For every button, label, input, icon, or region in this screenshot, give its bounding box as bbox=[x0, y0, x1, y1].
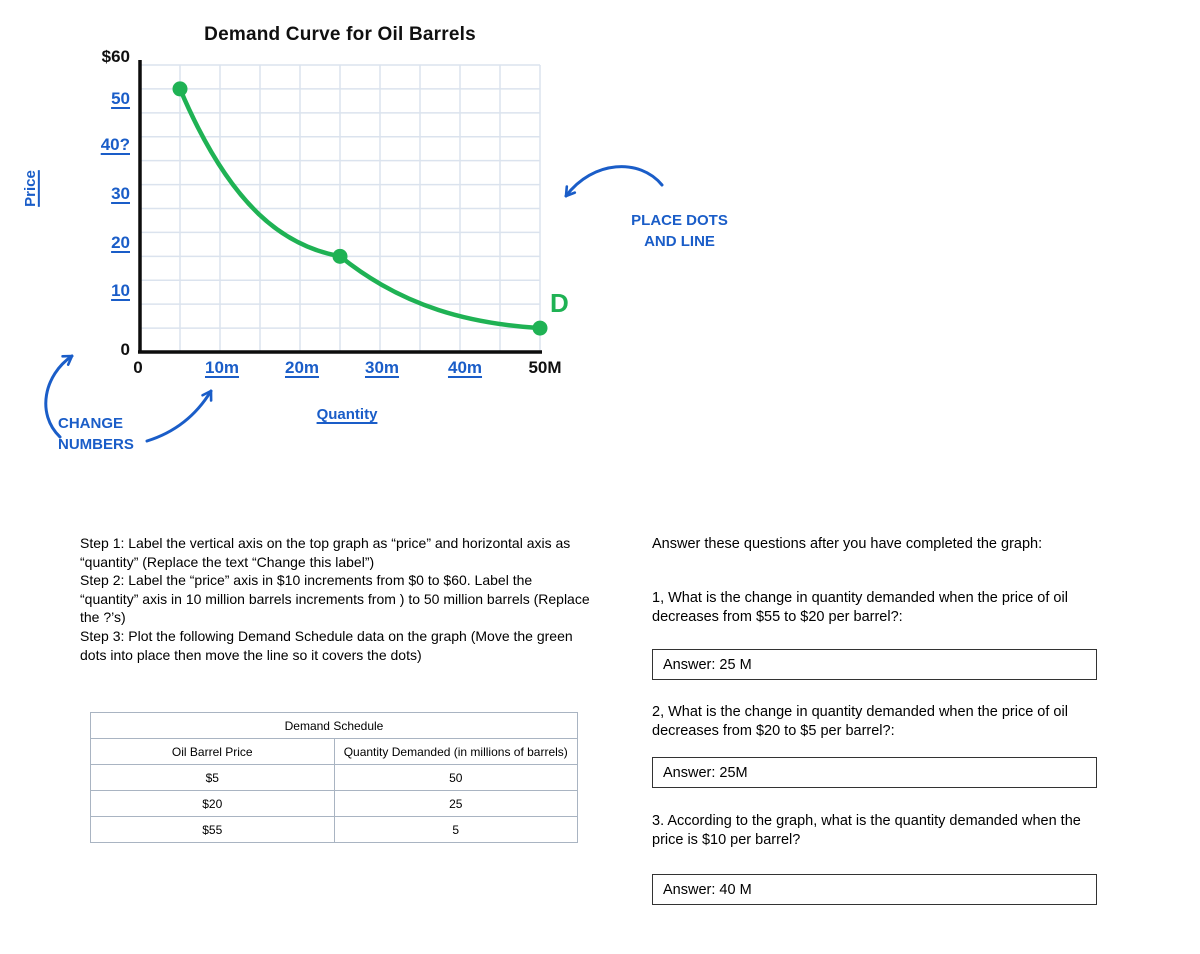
x-axis-title[interactable]: Quantity bbox=[316, 406, 378, 423]
answer-2-text: Answer: 25M bbox=[663, 764, 748, 781]
demand-schedule-table: Demand Schedule Oil Barrel Price Quantit… bbox=[90, 712, 578, 843]
y-tick-label-50[interactable]: 50 bbox=[111, 89, 130, 108]
annotation-change-numbers: CHANGE NUMBERS bbox=[58, 413, 134, 455]
arrow-to-y-axis bbox=[44, 354, 74, 439]
quantity-cell: 50 bbox=[333, 764, 578, 791]
table-row: $55 5 bbox=[90, 816, 578, 843]
annotation-place-dots-line2: AND LINE bbox=[644, 233, 715, 250]
table-row: $5 50 bbox=[90, 764, 578, 791]
price-cell: $5 bbox=[90, 764, 335, 791]
y-tick-label-20[interactable]: 20 bbox=[111, 233, 130, 252]
demand-curve-dot[interactable] bbox=[172, 81, 188, 97]
table-title-row: Demand Schedule bbox=[90, 712, 578, 739]
question-2: 2, What is the change in quantity demand… bbox=[652, 704, 1068, 740]
answer-box-2[interactable]: Answer: 25M bbox=[652, 757, 1097, 788]
price-cell: $20 bbox=[90, 790, 335, 817]
x-tick-label-0[interactable]: 0 bbox=[133, 358, 143, 377]
demand-curve-dot[interactable] bbox=[332, 248, 348, 264]
annotation-place-dots: PLACE DOTS AND LINE bbox=[612, 210, 747, 252]
table-row: $20 25 bbox=[90, 790, 578, 817]
instruction-step-2: Step 2: Label the “price” axis in $10 in… bbox=[80, 572, 590, 626]
annotation-change-numbers-line1: CHANGE bbox=[58, 415, 124, 432]
x-tick-label-20m[interactable]: 20m bbox=[284, 358, 320, 377]
instructions-block: Step 1: Label the vertical axis on the t… bbox=[80, 534, 594, 664]
chart-gridlines bbox=[140, 64, 541, 352]
y-tick-label-60[interactable]: $60 bbox=[101, 47, 130, 66]
question-1: 1, What is the change in quantity demand… bbox=[652, 590, 1068, 626]
answer-box-1[interactable]: Answer: 25 M bbox=[652, 649, 1097, 680]
table-header-row: Oil Barrel Price Quantity Demanded (in m… bbox=[90, 738, 578, 765]
x-tick-label-40m[interactable]: 40m bbox=[447, 358, 483, 377]
instruction-step-3: Step 3: Plot the following Demand Schedu… bbox=[80, 628, 573, 663]
x-tick-label-50M[interactable]: 50M bbox=[528, 358, 562, 377]
table-col-header-price: Oil Barrel Price bbox=[90, 738, 335, 765]
price-cell: $55 bbox=[90, 816, 335, 843]
annotation-place-dots-line1: PLACE DOTS bbox=[631, 212, 728, 229]
quantity-cell: 25 bbox=[333, 790, 578, 817]
demand-curve-dots[interactable] bbox=[172, 81, 548, 336]
table-col-header-quantity: Quantity Demanded (in millions of barrel… bbox=[333, 738, 578, 765]
y-tick-label-10[interactable]: 10 bbox=[111, 281, 130, 300]
y-tick-label-30[interactable]: 30 bbox=[111, 184, 130, 203]
x-tick-label-30m[interactable]: 30m bbox=[364, 358, 400, 377]
demand-curve-label[interactable]: D bbox=[550, 288, 569, 318]
answer-box-3[interactable]: Answer: 40 M bbox=[652, 874, 1097, 905]
chart-axes bbox=[138, 60, 542, 354]
question-3: 3. According to the graph, what is the q… bbox=[652, 813, 1081, 849]
y-tick-label-0[interactable]: 0 bbox=[120, 340, 130, 359]
questions-intro: Answer these questions after you have co… bbox=[652, 536, 1043, 552]
x-tick-label-10m[interactable]: 10m bbox=[204, 358, 240, 377]
annotation-arrows bbox=[44, 165, 664, 443]
y-axis-title[interactable]: Price bbox=[21, 170, 39, 207]
quantity-cell: 5 bbox=[333, 816, 578, 843]
demand-curve-dot[interactable] bbox=[532, 320, 548, 336]
table-title: Demand Schedule bbox=[90, 712, 578, 739]
chart-title: Demand Curve for Oil Barrels bbox=[204, 24, 476, 45]
instruction-step-1: Step 1: Label the vertical axis on the t… bbox=[80, 535, 571, 570]
y-tick-label-40[interactable]: 40? bbox=[100, 135, 130, 154]
answer-1-text: Answer: 25 M bbox=[663, 656, 752, 673]
annotation-change-numbers-line2: NUMBERS bbox=[58, 436, 134, 453]
arrow-to-x-axis bbox=[145, 389, 213, 443]
arrow-to-chart bbox=[564, 165, 664, 198]
answer-3-text: Answer: 40 M bbox=[663, 881, 752, 898]
